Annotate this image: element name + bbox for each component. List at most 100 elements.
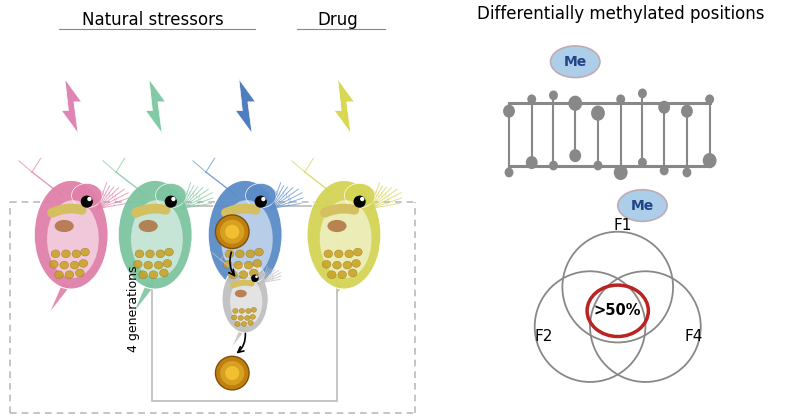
Ellipse shape (526, 156, 538, 169)
Ellipse shape (352, 260, 361, 267)
Circle shape (81, 196, 93, 208)
Ellipse shape (248, 320, 254, 326)
Ellipse shape (250, 269, 258, 277)
Ellipse shape (75, 269, 84, 277)
Ellipse shape (319, 200, 372, 278)
Ellipse shape (245, 315, 250, 320)
Circle shape (165, 196, 177, 208)
Ellipse shape (144, 261, 153, 269)
Ellipse shape (343, 261, 352, 269)
Polygon shape (50, 283, 71, 313)
Ellipse shape (253, 260, 262, 267)
Ellipse shape (549, 160, 558, 171)
Circle shape (360, 197, 364, 201)
Ellipse shape (246, 267, 265, 282)
Ellipse shape (118, 180, 192, 289)
Polygon shape (134, 283, 155, 313)
Ellipse shape (51, 250, 60, 258)
Ellipse shape (233, 308, 238, 313)
Ellipse shape (505, 168, 514, 177)
Polygon shape (223, 283, 245, 313)
Ellipse shape (138, 271, 147, 278)
Ellipse shape (60, 261, 69, 269)
Ellipse shape (223, 260, 232, 268)
Circle shape (254, 196, 267, 208)
Ellipse shape (681, 105, 693, 118)
Text: Drug: Drug (318, 11, 358, 29)
Ellipse shape (239, 271, 248, 278)
Ellipse shape (618, 190, 667, 221)
Ellipse shape (231, 315, 237, 320)
Ellipse shape (81, 248, 90, 256)
Ellipse shape (246, 308, 251, 313)
Ellipse shape (159, 269, 168, 277)
Ellipse shape (614, 165, 628, 180)
Ellipse shape (322, 260, 331, 268)
Circle shape (220, 220, 244, 244)
Ellipse shape (333, 261, 342, 269)
Polygon shape (235, 79, 255, 134)
Ellipse shape (594, 160, 602, 171)
Ellipse shape (250, 315, 255, 319)
Ellipse shape (134, 260, 142, 268)
Ellipse shape (254, 248, 263, 256)
Ellipse shape (234, 322, 240, 326)
Ellipse shape (70, 261, 79, 269)
Ellipse shape (549, 90, 558, 100)
Ellipse shape (163, 260, 172, 267)
Circle shape (226, 225, 239, 239)
Circle shape (251, 275, 258, 282)
Polygon shape (146, 79, 166, 134)
FancyBboxPatch shape (152, 206, 337, 401)
Ellipse shape (146, 250, 154, 258)
Text: F1: F1 (614, 218, 632, 234)
Ellipse shape (345, 250, 354, 258)
Polygon shape (334, 79, 354, 134)
Text: F4: F4 (685, 329, 703, 344)
Circle shape (87, 197, 92, 201)
Ellipse shape (47, 200, 99, 278)
Ellipse shape (234, 261, 242, 269)
Ellipse shape (682, 168, 691, 177)
Ellipse shape (79, 260, 88, 267)
Ellipse shape (658, 101, 670, 114)
Circle shape (215, 215, 249, 249)
Ellipse shape (570, 149, 581, 162)
Text: Natural stressors: Natural stressors (82, 11, 224, 29)
Text: Me: Me (631, 199, 654, 213)
Ellipse shape (156, 250, 165, 258)
Ellipse shape (138, 220, 158, 232)
Circle shape (354, 196, 366, 208)
Ellipse shape (234, 290, 246, 297)
Ellipse shape (229, 271, 238, 278)
Circle shape (215, 356, 249, 390)
Ellipse shape (705, 94, 714, 104)
Ellipse shape (550, 46, 600, 78)
Circle shape (255, 275, 258, 278)
Circle shape (171, 197, 176, 201)
Ellipse shape (327, 271, 336, 278)
Text: Me: Me (564, 55, 587, 69)
Ellipse shape (307, 180, 381, 289)
Ellipse shape (568, 96, 582, 111)
Ellipse shape (235, 250, 244, 258)
Ellipse shape (54, 271, 63, 278)
Ellipse shape (165, 248, 174, 256)
Ellipse shape (324, 250, 333, 258)
Ellipse shape (246, 184, 276, 208)
Ellipse shape (616, 94, 625, 104)
Text: F2: F2 (534, 329, 553, 344)
Ellipse shape (229, 220, 248, 232)
Ellipse shape (54, 220, 74, 232)
Ellipse shape (34, 180, 108, 289)
Polygon shape (322, 283, 344, 313)
Ellipse shape (156, 184, 186, 208)
Ellipse shape (238, 315, 243, 320)
Circle shape (262, 197, 266, 201)
Ellipse shape (65, 271, 74, 278)
Ellipse shape (62, 250, 70, 258)
Ellipse shape (225, 250, 234, 258)
Ellipse shape (71, 184, 102, 208)
Ellipse shape (149, 271, 158, 278)
Text: 4 generations: 4 generations (127, 265, 140, 352)
